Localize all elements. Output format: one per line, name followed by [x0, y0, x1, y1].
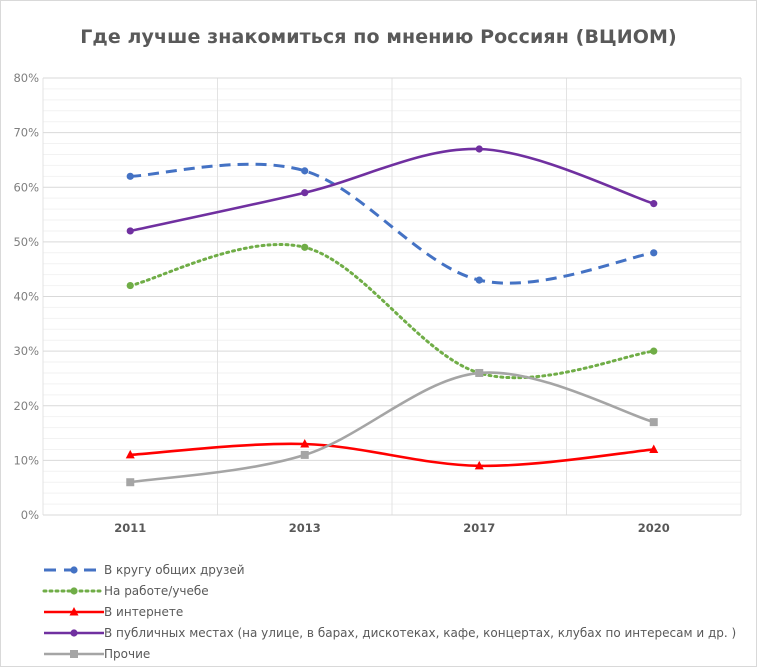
legend-label: На работе/учебе: [104, 583, 209, 598]
plot-area: 0% 10% 20% 30% 40% 50% 60% 70% 80% 2011 2013 2017 20…: [13, 71, 742, 535]
legend-swatch-icon: [42, 586, 104, 595]
y-tick-label: 50%: [13, 235, 39, 249]
legend-swatch-icon: [44, 628, 104, 637]
series-line: [126, 162, 658, 285]
legend-swatch-icon: [44, 649, 104, 658]
legend-label: Прочие: [104, 646, 151, 661]
y-tick-label: 10%: [13, 453, 39, 467]
legend-item: На работе/учебе: [42, 580, 736, 601]
series-line: [126, 368, 658, 487]
legend-item: В кругу общих друзей: [42, 559, 736, 580]
x-tick-label: 2011: [114, 521, 146, 535]
legend-label: В публичных местах (на улице, в барах, д…: [104, 625, 737, 640]
x-tick-label: 2017: [463, 521, 495, 535]
legend-swatch-icon: [44, 565, 104, 574]
x-tick-label: 2013: [289, 521, 321, 535]
legend-item: В интернете: [42, 601, 736, 622]
legend-label: В интернете: [104, 604, 184, 619]
chart-title: Где лучше знакомиться по мнению Россиян …: [80, 26, 677, 48]
legend-swatch-icon: [44, 606, 104, 615]
series-line: [126, 145, 658, 235]
y-tick-label: 20%: [13, 399, 39, 413]
legend: В кругу общих друзей На работе/учебе В инт…: [42, 559, 736, 664]
y-tick-label: 30%: [13, 344, 39, 358]
legend-item: Прочие: [42, 643, 736, 664]
legend-item: В публичных местах (на улице, в барах, д…: [42, 622, 736, 643]
y-tick-label: 0%: [21, 508, 39, 522]
major-gridlines: [43, 77, 741, 516]
y-tick-label: 60%: [13, 180, 39, 194]
y-tick-label: 70%: [13, 126, 39, 140]
series-line: [125, 438, 659, 470]
y-tick-label: 80%: [13, 71, 39, 85]
y-tick-label: 40%: [13, 290, 39, 304]
legend-label: В кругу общих друзей: [104, 562, 245, 577]
x-tick-label: 2020: [638, 521, 670, 535]
